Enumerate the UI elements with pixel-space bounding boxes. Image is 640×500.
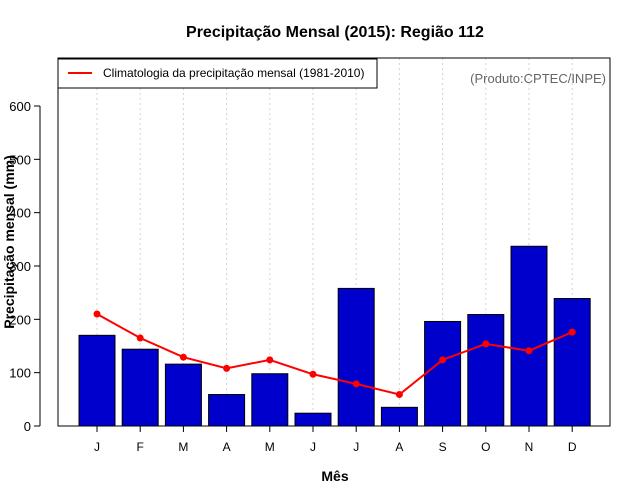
y-tick-label: 500 xyxy=(9,152,31,167)
climatology-line xyxy=(93,310,576,399)
x-tick-label: O xyxy=(481,440,490,454)
bar-10 xyxy=(467,314,505,427)
x-tick-label: D xyxy=(568,440,577,454)
x-tick-label: J xyxy=(310,440,316,454)
climatology-point-11 xyxy=(525,347,533,355)
x-tick-label: F xyxy=(137,440,144,454)
x-tick-label: M xyxy=(265,440,275,454)
legend-entry-climatology: Climatologia da precipitação mensal (198… xyxy=(103,66,364,80)
y-axis: 0 100 200 300 400 500 600 xyxy=(9,99,41,434)
y-tick-label: 300 xyxy=(9,259,31,274)
plot-frame xyxy=(57,57,611,427)
bar-5 xyxy=(251,373,289,427)
legend-box xyxy=(57,58,378,89)
climatology-point-7 xyxy=(352,380,360,388)
x-axis-label: Mês xyxy=(321,468,348,484)
x-tick-label: A xyxy=(223,440,231,454)
x-tick-label: M xyxy=(178,440,188,454)
y-tick-label: 600 xyxy=(9,99,31,114)
climatology-point-2 xyxy=(136,334,144,342)
y-tick-label: 400 xyxy=(9,206,31,221)
x-tick-label: A xyxy=(395,440,403,454)
x-tick-label: N xyxy=(525,440,534,454)
bar-8 xyxy=(380,406,418,427)
bar-4 xyxy=(208,394,246,427)
y-tick-label: 100 xyxy=(9,366,31,381)
climatology-point-12 xyxy=(568,328,576,336)
climatology-point-4 xyxy=(223,364,231,372)
y-tick-label: 200 xyxy=(9,312,31,327)
y-axis-label: Precipitação mensal (mm) xyxy=(1,155,17,329)
legend: Climatologia da precipitação mensal (198… xyxy=(57,58,378,89)
climatology-point-5 xyxy=(266,356,274,364)
bar-6 xyxy=(294,412,332,427)
climatology-point-9 xyxy=(439,356,447,364)
bar-12 xyxy=(553,298,591,427)
chart-title: Precipitação Mensal (2015): Região 112 xyxy=(186,24,484,41)
x-tick-label: J xyxy=(94,440,100,454)
bar-2 xyxy=(121,348,159,427)
bar-9 xyxy=(424,320,462,427)
bar-11 xyxy=(510,245,548,427)
bars xyxy=(78,245,591,427)
credit-text: (Produto:CPTEC/INPE) xyxy=(470,71,606,86)
x-tick-label: J xyxy=(353,440,359,454)
bar-7 xyxy=(337,287,375,427)
bar-1 xyxy=(78,334,116,427)
climatology-point-10 xyxy=(482,340,490,348)
climatology-point-1 xyxy=(93,310,101,318)
x-tick-label: S xyxy=(439,440,447,454)
climatology-point-6 xyxy=(309,370,317,378)
y-tick-label: 0 xyxy=(24,419,31,434)
climatology-point-8 xyxy=(395,391,403,399)
bar-3 xyxy=(164,363,202,427)
climatology-polyline xyxy=(96,313,573,396)
climatology-point-3 xyxy=(179,353,187,361)
